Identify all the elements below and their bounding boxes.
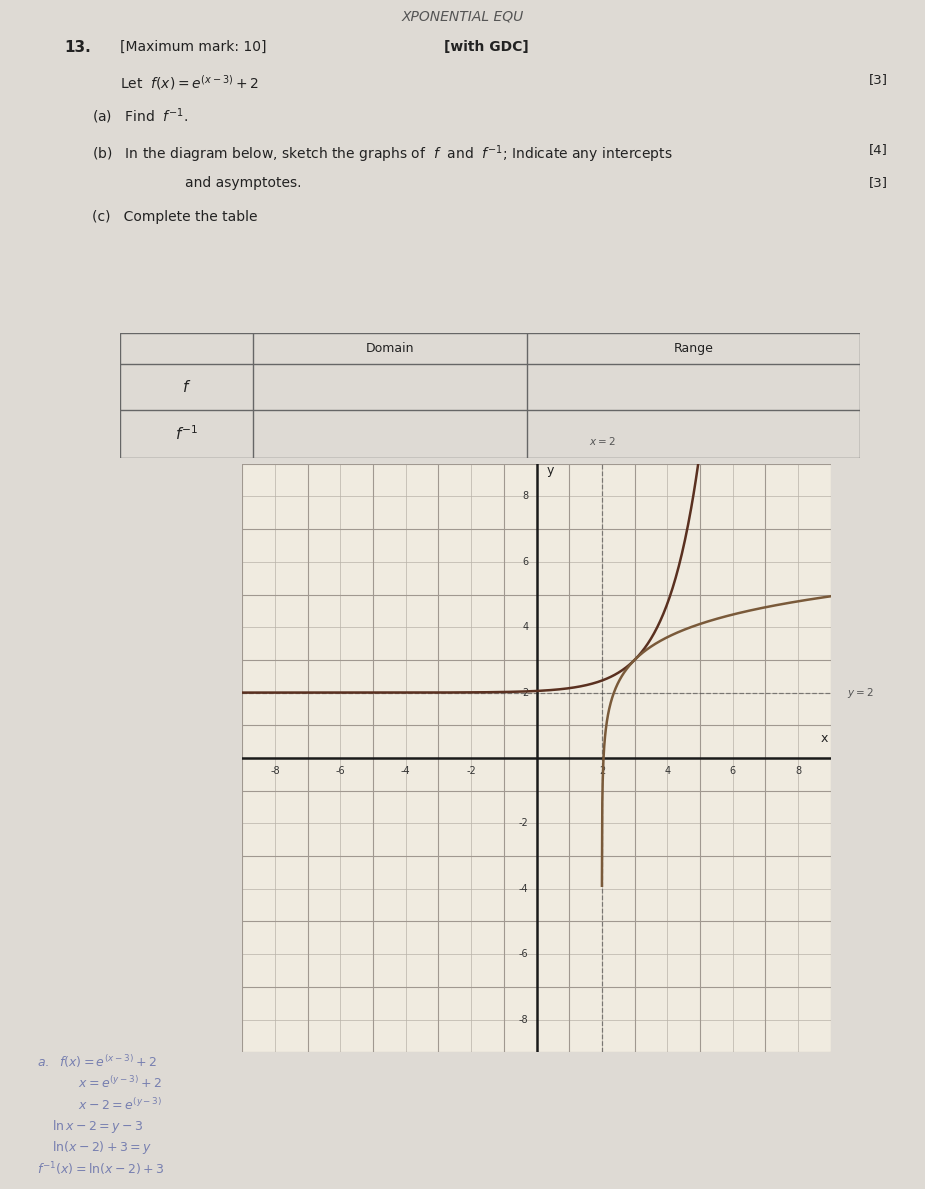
Text: (c)   Complete the table: (c) Complete the table	[92, 209, 258, 224]
Text: 6: 6	[730, 766, 735, 776]
Text: $x - 2 = e^{(y-3)}$: $x - 2 = e^{(y-3)}$	[78, 1097, 162, 1113]
Text: XPONENTIAL EQU: XPONENTIAL EQU	[401, 10, 524, 24]
Text: (a)   Find  $f^{-1}$.: (a) Find $f^{-1}$.	[92, 107, 189, 126]
Text: -6: -6	[336, 766, 345, 776]
Text: $a.$  $f(x) = e^{(x-3)} + 2$: $a.$ $f(x) = e^{(x-3)} + 2$	[37, 1053, 157, 1070]
Text: and asymptotes.: and asymptotes.	[185, 176, 302, 190]
Text: y: y	[547, 464, 554, 477]
Text: -2: -2	[519, 818, 528, 829]
Text: 2: 2	[522, 687, 528, 698]
Text: $x=2$: $x=2$	[588, 435, 615, 447]
Text: 2: 2	[598, 766, 605, 776]
Text: 4: 4	[523, 622, 528, 633]
Text: $f^{-1}(x) = \ln(x-2) + 3$: $f^{-1}(x) = \ln(x-2) + 3$	[37, 1160, 165, 1178]
Text: [4]: [4]	[870, 143, 888, 156]
Text: Domain: Domain	[366, 342, 414, 356]
Text: x: x	[820, 732, 828, 744]
Text: -8: -8	[270, 766, 279, 776]
Text: $\ln x - 2 = y - 3$: $\ln x - 2 = y - 3$	[52, 1118, 143, 1135]
Text: $f^{-1}$: $f^{-1}$	[175, 424, 199, 443]
Text: $\ln(x-2) + 3 = y$: $\ln(x-2) + 3 = y$	[52, 1139, 153, 1157]
Text: 4: 4	[664, 766, 671, 776]
Text: -8: -8	[519, 1014, 528, 1025]
Text: 8: 8	[523, 491, 528, 502]
Text: [with GDC]: [with GDC]	[444, 40, 529, 54]
Text: Range: Range	[673, 342, 714, 356]
Text: 13.: 13.	[65, 40, 92, 55]
Text: $f$: $f$	[182, 379, 191, 395]
Text: $y=2$: $y=2$	[847, 686, 874, 699]
Text: -4: -4	[519, 883, 528, 894]
Text: 6: 6	[523, 556, 528, 567]
Text: [3]: [3]	[869, 176, 888, 189]
Text: [3]: [3]	[869, 74, 888, 87]
Text: -2: -2	[466, 766, 476, 776]
Text: (b)   In the diagram below, sketch the graphs of  $f$  and  $f^{-1}$; Indicate a: (b) In the diagram below, sketch the gra…	[92, 143, 673, 165]
Text: -4: -4	[401, 766, 411, 776]
Text: 8: 8	[795, 766, 801, 776]
Text: -6: -6	[519, 949, 528, 960]
Text: $x = e^{(y-3)} + 2$: $x = e^{(y-3)} + 2$	[78, 1076, 162, 1092]
Text: [Maximum mark: 10]: [Maximum mark: 10]	[120, 40, 266, 54]
Text: Let  $f(x) = e^{(x-3)} + 2$: Let $f(x) = e^{(x-3)} + 2$	[120, 74, 259, 92]
